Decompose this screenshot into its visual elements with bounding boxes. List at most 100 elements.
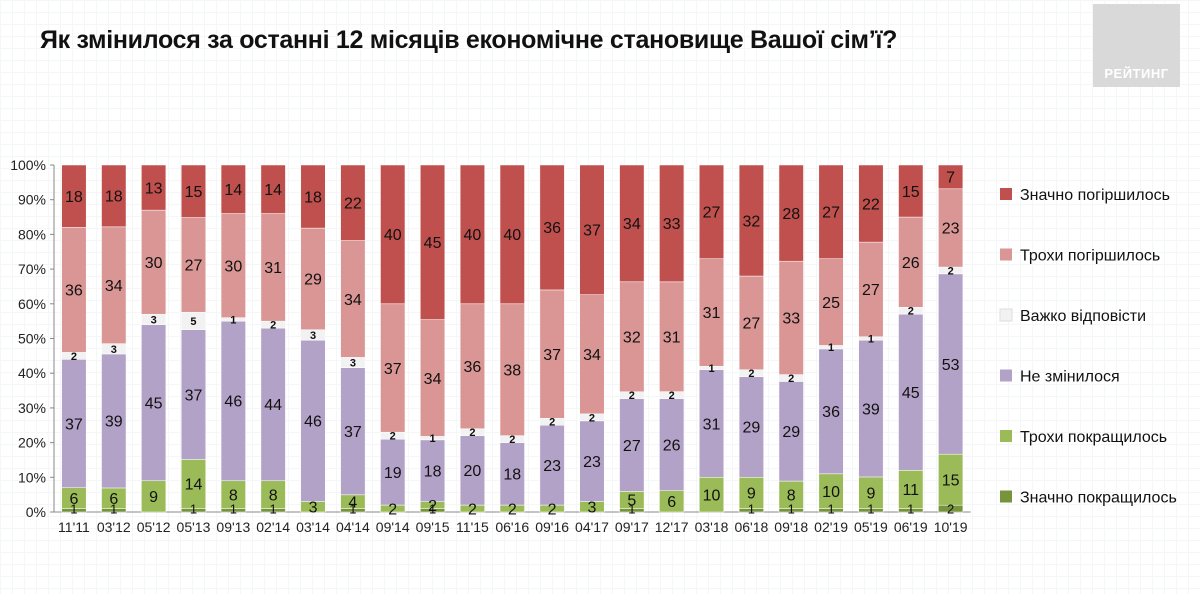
data-label: 37 <box>543 347 561 364</box>
data-label: 25 <box>822 295 840 312</box>
data-label: 32 <box>623 330 641 347</box>
data-label: 34 <box>344 292 362 309</box>
data-label: 1 <box>110 502 117 517</box>
x-tick-label: 03'14 <box>296 519 330 535</box>
data-label: 10 <box>822 484 840 501</box>
bar-segment <box>539 164 565 291</box>
data-label: 30 <box>224 258 242 275</box>
data-label: 1 <box>867 502 874 517</box>
x-tick-label: 10'19 <box>934 519 968 535</box>
bar-segment <box>778 381 804 482</box>
data-label: 36 <box>65 283 83 300</box>
bar-segment <box>778 164 804 262</box>
x-tick-label: 03'18 <box>695 519 729 535</box>
data-label: 31 <box>703 416 721 433</box>
data-label: 9 <box>149 489 158 506</box>
bar-segment <box>420 319 446 437</box>
x-tick-label: 02'19 <box>814 519 848 535</box>
data-label: 19 <box>384 465 402 482</box>
legend-swatch <box>1000 188 1012 200</box>
data-label: 3 <box>151 314 157 326</box>
data-label: 26 <box>902 255 920 272</box>
bar-segment <box>459 164 485 305</box>
y-tick-label: 70% <box>18 261 46 277</box>
bar-segment <box>778 260 804 375</box>
data-label: 14 <box>185 477 203 494</box>
data-label: 3 <box>309 500 318 517</box>
bar-segment <box>898 164 924 218</box>
data-label: 27 <box>703 205 721 222</box>
x-tick-label: 06'18 <box>734 519 768 535</box>
bar-segment <box>579 164 605 295</box>
data-label: 2 <box>948 265 954 277</box>
data-label: 37 <box>384 361 402 378</box>
bar-segment <box>380 303 406 433</box>
data-label: 27 <box>862 282 880 299</box>
legend-swatch <box>1000 248 1012 261</box>
data-label: 36 <box>822 404 840 421</box>
data-label: 45 <box>424 235 442 252</box>
y-tick-label: 10% <box>18 469 46 485</box>
y-tick-label: 100% <box>10 157 46 173</box>
data-label: 46 <box>304 414 322 431</box>
data-label: 1 <box>349 502 356 517</box>
bar-segment <box>260 480 286 509</box>
rating-logo: РЕЙТИНГ <box>1093 4 1180 87</box>
data-label: 34 <box>623 216 641 233</box>
bar-segment <box>499 164 525 305</box>
data-label: 37 <box>65 416 83 433</box>
bar-segment <box>61 164 87 228</box>
bar-segment <box>938 188 964 268</box>
data-label: 31 <box>663 329 681 346</box>
data-label: 1 <box>628 502 635 517</box>
data-label: 34 <box>583 347 601 364</box>
data-label: 34 <box>105 278 123 295</box>
data-label: 2 <box>509 434 515 446</box>
legend-label: Значно покращилось <box>1020 490 1177 507</box>
data-label: 27 <box>623 438 641 455</box>
data-label: 36 <box>543 220 561 237</box>
data-label: 30 <box>145 255 163 272</box>
bar-segment <box>619 164 645 283</box>
data-label: 2 <box>548 501 557 518</box>
bar-segment <box>101 164 127 228</box>
data-label: 2 <box>508 501 517 518</box>
x-tick-label: 11'11 <box>58 519 90 535</box>
data-label: 2 <box>748 368 754 380</box>
bar-segment <box>101 226 127 344</box>
data-label: 2 <box>549 417 555 429</box>
data-label: 46 <box>224 394 242 411</box>
x-tick-label: 09'14 <box>376 519 410 535</box>
data-label: 1 <box>70 502 77 517</box>
y-tick-label: 50% <box>18 331 46 347</box>
data-label: 40 <box>503 227 521 244</box>
data-label: 32 <box>742 213 760 230</box>
data-label: 3 <box>588 500 597 517</box>
data-label: 9 <box>866 485 875 502</box>
data-label: 15 <box>185 184 203 201</box>
data-label: 3 <box>111 344 117 356</box>
bar-segment <box>141 209 167 315</box>
data-label: 29 <box>742 420 760 437</box>
bar-segment <box>659 164 685 283</box>
data-label: 5 <box>190 316 196 328</box>
data-label: 23 <box>543 458 561 475</box>
bar-segment <box>898 216 924 308</box>
data-label: 8 <box>269 487 278 504</box>
data-label: 14 <box>264 182 282 199</box>
bar-segment <box>858 476 884 509</box>
x-tick-label: 06'19 <box>894 519 928 535</box>
bar-segment <box>220 164 246 214</box>
bar-segment <box>180 217 206 313</box>
bar-segment <box>141 164 167 211</box>
data-label: 10 <box>703 487 721 504</box>
data-label: 15 <box>902 184 920 201</box>
bar-segment <box>300 164 326 229</box>
data-label: 2 <box>468 501 477 518</box>
bar-segment <box>380 164 406 305</box>
data-label: 34 <box>424 371 442 388</box>
data-label: 1 <box>748 502 755 517</box>
x-tick-label: 11'15 <box>456 519 489 535</box>
bar-segment <box>858 164 884 243</box>
